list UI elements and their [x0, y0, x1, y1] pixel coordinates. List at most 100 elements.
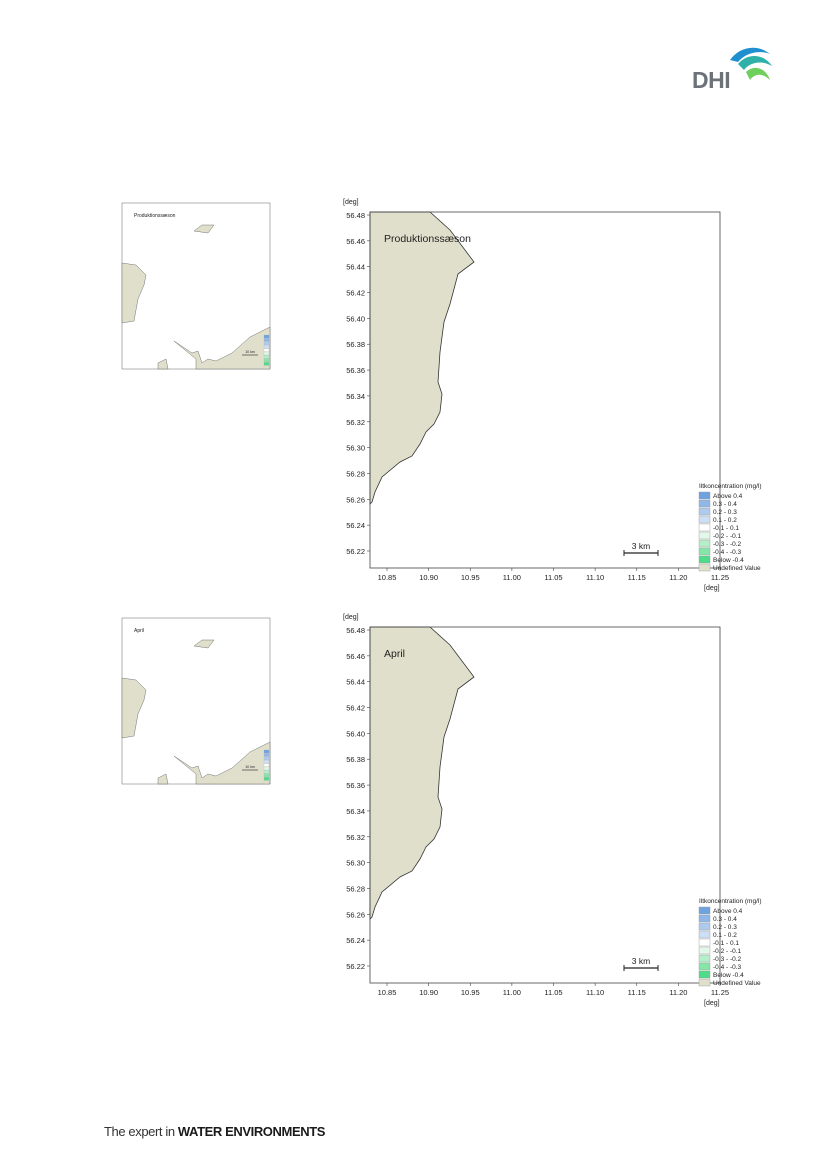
overview-island [193, 639, 215, 649]
overview-legend-swatch [263, 348, 270, 352]
overview-legend-swatch [263, 338, 270, 342]
y-tick-label: 56.46 [346, 237, 365, 246]
x-tick-label: 11.10 [586, 573, 604, 582]
legend-swatch [698, 507, 711, 516]
x-tick-label: 11.00 [503, 573, 521, 582]
x-axis-unit: [deg] [704, 1000, 720, 1007]
legend-swatch [698, 954, 711, 963]
legend-item-label: 0.1 - 0.2 [713, 517, 737, 524]
legend-item-label: Undefined Value [713, 565, 761, 572]
overview-legend-swatch [263, 334, 270, 339]
x-tick-label: 11.05 [544, 988, 562, 997]
overview-map-2: April 10 km [121, 617, 271, 785]
overview-legend-swatch [263, 770, 270, 774]
legend-title: Iltkoncentration (mg/l) [699, 483, 762, 490]
main-map-1: 56.48 56.46 56.44 56.42 56.40 56.38 56.36 56.34… [343, 199, 762, 592]
overview-label: April [134, 628, 144, 634]
legend-swatch [698, 938, 711, 947]
y-tick-label: 56.34 [346, 807, 365, 816]
y-tick-label: 56.22 [346, 962, 365, 971]
y-tick-label: 56.40 [346, 729, 365, 738]
x-tick-label: 10.85 [378, 988, 397, 997]
x-tick-label: 11.00 [503, 988, 521, 997]
legend-item-label: -0.2 - -0.1 [713, 533, 742, 540]
dhi-logo: DHI [692, 67, 731, 93]
legend-swatch [698, 539, 711, 548]
x-tick-label: 11.20 [669, 573, 687, 582]
legend-swatch [698, 930, 711, 939]
y-tick-label: 56.48 [346, 211, 365, 220]
legend-item-label: Below -0.4 [713, 972, 744, 979]
overview-legend-swatch [263, 345, 270, 349]
legend-swatch [698, 523, 711, 532]
legend-swatch [698, 563, 711, 572]
y-tick-label: 56.28 [346, 884, 365, 893]
legend-item-label: 0.2 - 0.3 [713, 924, 737, 931]
overview-legend-swatch [263, 351, 270, 356]
legend-item-label: -0.3 - -0.2 [713, 956, 742, 963]
scale-bar-label: 3 km [632, 541, 650, 551]
legend-swatch [698, 906, 711, 915]
legend-item-label: -0.4 - -0.3 [713, 549, 742, 556]
overview-land-south [173, 741, 271, 785]
overview-land [121, 677, 147, 739]
overview-legend-swatch [263, 358, 270, 362]
overview-legend-swatch [263, 753, 270, 757]
overview-scale-label: 10 km [245, 765, 255, 769]
legend-item-label: -0.1 - 0.1 [713, 940, 739, 947]
overview-legend-swatch [263, 777, 270, 781]
legend-item-label: 0.3 - 0.4 [713, 501, 737, 508]
y-tick-label: 56.36 [346, 781, 365, 790]
legend-swatch [698, 962, 711, 971]
x-tick-label: 10.90 [419, 988, 438, 997]
y-tick-label: 56.42 [346, 289, 365, 298]
overview-land-south [173, 326, 271, 370]
overview-label: Produktionssæson [134, 213, 176, 219]
legend-title: Iltkoncentration (mg/l) [699, 898, 762, 905]
y-tick-label: 56.26 [346, 495, 365, 504]
y-tick-label: 56.44 [346, 678, 365, 687]
y-tick-label: 56.22 [346, 547, 365, 556]
footer-tagline: The expert in WATER ENVIRONMENTS [104, 1124, 326, 1139]
y-tick-label: 56.28 [346, 469, 365, 478]
x-tick-label: 11.20 [669, 988, 687, 997]
map-label: Produktionssæson [384, 233, 471, 245]
x-tick-label: 10.85 [378, 573, 397, 582]
land-area [369, 626, 475, 920]
legend-item-label: 0.2 - 0.3 [713, 509, 737, 516]
y-tick-label: 56.36 [346, 366, 365, 375]
x-tick-label: 11.15 [628, 573, 646, 582]
legend-item-label: Above 0.4 [713, 908, 743, 915]
y-tick-label: 56.30 [346, 859, 365, 868]
legend-item-label: Below -0.4 [713, 557, 744, 564]
main-map-2: 56.48 56.46 56.44 56.42 56.40 56.38 56.36 56.34… [343, 614, 762, 1007]
legend-item-label: -0.1 - 0.1 [713, 525, 739, 532]
y-tick-label: 56.26 [346, 910, 365, 919]
legend-swatch [698, 515, 711, 524]
legend-swatch [698, 946, 711, 955]
y-tick-label: 56.34 [346, 392, 365, 401]
y-tick-label: 56.32 [346, 833, 365, 842]
overview-legend-swatch [263, 365, 270, 369]
land-area [369, 211, 475, 505]
x-tick-label: 11.25 [711, 988, 729, 997]
overview-map-1: Produktionssæson 10 km [121, 202, 271, 370]
legend-item-label: -0.3 - -0.2 [713, 541, 742, 548]
y-tick-label: 56.30 [346, 444, 365, 453]
overview-legend-swatch [263, 756, 270, 760]
legend-item-label: -0.2 - -0.1 [713, 948, 742, 955]
y-tick-label: 56.24 [346, 936, 365, 945]
legend-swatch [698, 970, 711, 979]
legend-swatch [698, 547, 711, 556]
legend-item-label: 0.3 - 0.4 [713, 916, 737, 923]
y-tick-label: 56.38 [346, 755, 365, 764]
overview-legend-swatch [263, 355, 270, 359]
overview-legend-swatch [263, 763, 270, 767]
x-tick-label: 11.05 [544, 573, 562, 582]
overview-legend-swatch [263, 780, 270, 784]
legend-swatch [698, 499, 711, 508]
y-tick-label: 56.48 [346, 626, 365, 635]
y-axis-unit: [deg] [343, 199, 359, 206]
x-tick-label: 10.95 [461, 573, 480, 582]
y-tick-label: 56.42 [346, 704, 365, 713]
